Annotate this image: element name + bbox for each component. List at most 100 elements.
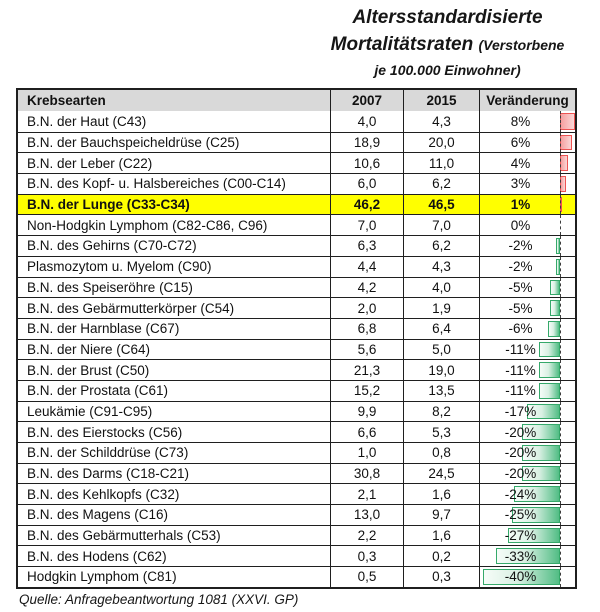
cell-value-2007: 0,3	[330, 546, 403, 567]
change-axis-line	[560, 277, 561, 298]
change-percent-label: -6%	[508, 321, 533, 337]
source-note: Quelle: Anfragebeantwortung 1081 (XXVI. …	[19, 592, 299, 607]
cell-cancer-type: B.N. der Lunge (C33-C34)	[18, 194, 330, 215]
table-row: B.N. der Niere (C64) 5,6 5,0 -11%	[18, 338, 575, 360]
cell-value-2007: 0,5	[330, 567, 403, 587]
cell-value-2015: 4,3	[403, 256, 479, 277]
cell-change: 4%	[479, 153, 575, 174]
table-row: B.N. des Magens (C16) 13,0 9,7 -25%	[18, 504, 575, 525]
cell-change: -25%	[479, 505, 575, 525]
table-row: Non-Hodgkin Lymphom (C82-C86, C96) 7,0 7…	[18, 214, 575, 236]
cell-value-2007: 10,6	[330, 153, 403, 174]
change-axis-line	[560, 525, 561, 546]
cell-value-2015: 6,2	[403, 236, 479, 256]
cell-value-2007: 1,0	[330, 443, 403, 463]
cell-cancer-type: B.N. des Kehlkopfs (C32)	[27, 486, 180, 502]
change-data-bar	[556, 258, 560, 275]
cell-change: -2%	[479, 236, 575, 256]
table-row: B.N. der Lunge (C33-C34) 46,2 46,5 1%	[18, 193, 575, 215]
cell-value-2015: 6,2	[403, 174, 479, 194]
cell-value-2015: 46,5	[403, 194, 479, 215]
cell-change: -20%	[479, 443, 575, 463]
cell-value-2015: 6,4	[403, 318, 479, 339]
table-row: Hodgkin Lymphom (C81) 0,5 0,3 -40%	[18, 566, 575, 587]
change-percent-label: -27%	[504, 528, 537, 544]
cell-value-2007: 13,0	[330, 505, 403, 525]
change-data-bar	[560, 113, 575, 130]
cell-cancer-type: B.N. der Brust (C50)	[27, 362, 150, 378]
change-data-bar	[556, 238, 560, 254]
cell-change: -2%	[479, 256, 575, 277]
change-axis-line	[560, 339, 561, 360]
table-row: B.N. des Gebärmutterkörper (C54) 2,0 1,9…	[18, 297, 575, 318]
cell-value-2007: 2,1	[330, 484, 403, 505]
page-title-line3: je 100.000 Einwohner)	[374, 62, 521, 78]
cell-cancer-type: B.N. des Darms (C18-C21)	[27, 466, 190, 482]
cell-value-2015: 5,3	[403, 422, 479, 442]
change-percent-label: 3%	[510, 176, 531, 192]
cell-cancer-type: B.N. der Niere (C64)	[27, 341, 151, 357]
cell-value-2007: 6,3	[330, 236, 403, 256]
cell-value-2015: 0,8	[403, 443, 479, 463]
cell-change: 8%	[479, 111, 575, 132]
table-row: Plasmozytom u. Myelom (C90) 4,4 4,3 -2%	[18, 255, 575, 277]
cell-cancer-type: Plasmozytom u. Myelom (C90)	[27, 259, 212, 275]
change-data-bar	[548, 320, 560, 337]
cell-change: -27%	[479, 525, 575, 546]
cell-value-2007: 6,6	[330, 422, 403, 442]
change-data-bar	[560, 134, 572, 151]
change-percent-label: -11%	[505, 383, 536, 399]
header-cell-2015: 2015	[403, 90, 479, 111]
change-data-bar	[521, 465, 560, 482]
cell-cancer-type: Non-Hodgkin Lymphom (C82-C86, C96)	[27, 217, 268, 233]
cell-value-2007: 4,4	[330, 256, 403, 277]
change-data-bar	[521, 424, 560, 440]
cell-change: -20%	[479, 422, 575, 442]
change-axis-line	[560, 153, 561, 174]
cell-value-2015: 0,2	[403, 546, 479, 567]
change-axis-line	[560, 546, 561, 567]
table-header-row: Krebsearten 2007 2015 Veränderung	[18, 90, 575, 111]
cell-change: 6%	[479, 132, 575, 153]
change-axis-line	[560, 132, 561, 153]
change-data-bar	[508, 527, 560, 544]
change-data-bar	[538, 382, 560, 399]
change-percent-label: -5%	[508, 279, 533, 295]
change-percent-label: -20%	[504, 466, 537, 482]
cell-cancer-type: B.N. der Bauchspeicheldrüse (C25)	[27, 135, 240, 151]
table-row: B.N. des Speiseröhre (C15) 4,2 4,0 -5%	[18, 276, 575, 298]
cell-value-2015: 20,0	[403, 132, 479, 153]
table-row: B.N. der Leber (C22) 10,6 11,0 4%	[18, 152, 575, 174]
change-percent-label: -11%	[505, 362, 536, 378]
change-data-bar	[483, 569, 560, 585]
cell-cancer-type: B.N. des Kopf- u. Halsbereiches (C00-C14…	[27, 176, 286, 192]
cell-cancer-type: B.N. des Gebärmutterkörper (C54)	[27, 300, 235, 316]
cell-value-2007: 46,2	[330, 194, 403, 215]
header-cell-2007: 2007	[330, 90, 403, 111]
cell-value-2007: 4,0	[330, 111, 403, 132]
cell-change: -11%	[479, 360, 575, 380]
change-axis-line	[560, 194, 561, 215]
cell-value-2015: 4,0	[403, 277, 479, 298]
cell-value-2007: 30,8	[330, 463, 403, 484]
page-title: Altersstandardisierte Mortalitätsraten (…	[300, 5, 595, 81]
cell-cancer-type: B.N. der Harnblase (C67)	[27, 321, 180, 337]
cell-change: -5%	[479, 277, 575, 298]
table-row: B.N. der Prostata (C61) 15,2 13,5 -11%	[18, 379, 575, 401]
change-percent-label: -33%	[504, 548, 537, 564]
cell-value-2015: 11,0	[403, 153, 479, 174]
table-row: B.N. der Harnblase (C67) 6,8 6,4 -6%	[18, 317, 575, 339]
cell-value-2007: 9,9	[330, 401, 403, 422]
change-data-bar	[550, 300, 560, 316]
change-percent-label: -20%	[504, 424, 537, 440]
cell-cancer-type: B.N. des Gebärmutterhals (C53)	[27, 528, 221, 544]
page-title-line2-note: (Verstorbene	[478, 37, 565, 53]
change-percent-label: -11%	[505, 341, 536, 357]
cell-value-2015: 1,9	[403, 298, 479, 318]
cell-value-2015: 7,0	[403, 215, 479, 236]
page-title-line2-main: Mortalitätsraten	[330, 34, 474, 55]
change-axis-line	[560, 236, 561, 256]
change-data-bar	[527, 403, 560, 420]
change-axis-line	[560, 298, 561, 318]
change-percent-label: -2%	[508, 259, 533, 275]
